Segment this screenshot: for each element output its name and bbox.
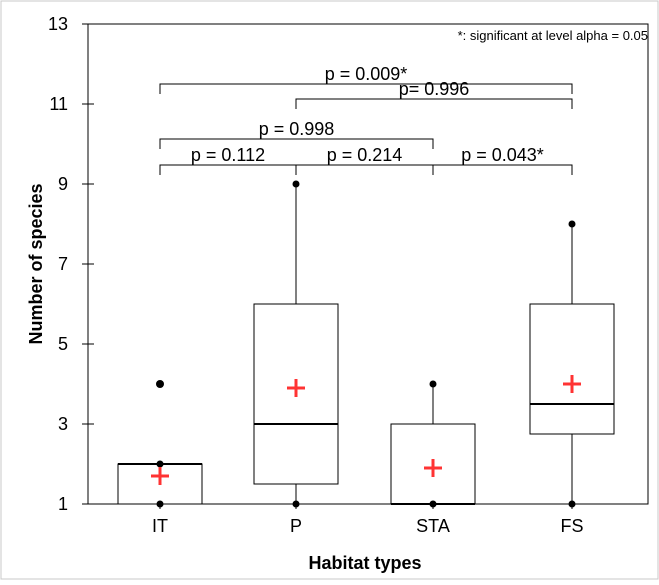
max-point (292, 180, 300, 188)
y-tick-label: 1 (58, 494, 68, 514)
max-point (429, 380, 437, 388)
min-point (568, 500, 576, 508)
y-tick-label: 7 (58, 254, 68, 274)
p-value-label: p = 0.998 (259, 119, 335, 139)
x-tick-label: IT (152, 516, 168, 536)
comparison-it-sta: p = 0.998 (159, 119, 434, 149)
y-tick-label: 3 (58, 414, 68, 434)
bracket-line (159, 83, 573, 94)
min-point (156, 500, 164, 508)
p-value-label: p = 0.009* (325, 64, 408, 84)
x-tick-label: FS (560, 516, 583, 536)
comparison-sta-fs: p = 0.043* (432, 145, 573, 175)
y-tick-label: 9 (58, 174, 68, 194)
p-value-label: p = 0.043* (461, 145, 544, 165)
y-tick-label: 5 (58, 334, 68, 354)
p-value-label: p = 0.112 (191, 145, 265, 165)
y-axis-title: Number of species (26, 183, 46, 344)
bracket-line (159, 138, 434, 149)
max-point (568, 220, 576, 228)
min-point (292, 500, 300, 508)
bracket-line (295, 98, 573, 109)
y-tick-label: 13 (48, 14, 68, 34)
max-point (156, 460, 164, 468)
x-tick-label: STA (416, 516, 450, 536)
iqr-box (529, 303, 615, 435)
box-sta (390, 380, 476, 508)
x-axis-title: Habitat types (308, 553, 421, 573)
bracket-line (432, 164, 573, 175)
min-point (429, 500, 437, 508)
boxes-layer (117, 180, 615, 508)
box-p (253, 180, 339, 508)
box-fs (529, 220, 615, 508)
p-value-label: p = 0.214 (327, 145, 403, 165)
comparison-it-fs: p = 0.009* (159, 64, 573, 94)
box-it (117, 380, 203, 508)
x-tick-label: P (290, 516, 302, 536)
significance-note: *: significant at level alpha = 0.05 (458, 28, 648, 43)
comparison-brackets-layer: p = 0.112 p = 0.214 p = 0.043* p = 0.998 p= … (159, 64, 573, 175)
y-tick-label: 11 (49, 94, 68, 114)
p-value-label: p= 0.996 (399, 79, 470, 99)
outlier-point (156, 380, 164, 388)
